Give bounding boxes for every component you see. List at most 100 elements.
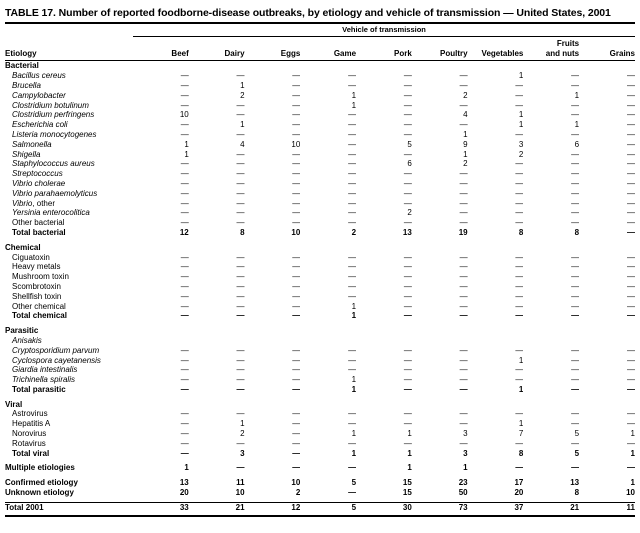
value-cell: 1: [184, 149, 189, 159]
value-cell: —: [348, 438, 357, 448]
value-cell: 1: [240, 80, 245, 90]
value-cell: —: [515, 409, 524, 419]
value-cell: —: [515, 311, 524, 321]
value-cell: 4: [463, 110, 468, 120]
etiology-label: Total chemical: [12, 311, 67, 321]
value-cell: —: [515, 188, 524, 198]
value-cell: —: [292, 178, 301, 188]
table-row: Total bacterial 12 8 10 2 13 19 8 8 —: [5, 228, 635, 238]
value-cell: —: [459, 218, 468, 228]
value-cell: 10: [235, 488, 245, 498]
value-cell: —: [236, 149, 245, 159]
value-cell: 2: [463, 159, 468, 169]
value-cell: —: [180, 159, 189, 169]
value-cell: —: [515, 252, 524, 262]
value-cell: —: [403, 71, 412, 81]
value-cell: —: [627, 208, 635, 218]
value-cell: —: [571, 80, 580, 90]
value-cell: —: [292, 272, 301, 282]
value-cell: —: [627, 218, 635, 228]
value-cell: —: [627, 120, 635, 130]
value-cell: 5: [351, 478, 357, 488]
value-cell: —: [292, 188, 301, 198]
value-cell: —: [403, 384, 412, 394]
value-cell: —: [571, 71, 580, 81]
value-cell: —: [348, 355, 357, 365]
value-cell: 9: [463, 139, 468, 149]
value-cell: —: [180, 281, 189, 291]
value-cell: 11: [236, 478, 245, 488]
etiology-label: Norovirus: [12, 429, 47, 439]
table-row: Bacillus cereus — — — — — — 1 — —: [5, 71, 635, 81]
section-header-row: Bacterial: [5, 61, 635, 71]
vehicle-of-transmission-spanner: Vehicle of transmission: [133, 25, 635, 37]
value-cell: —: [627, 409, 635, 419]
value-cell: 10: [291, 227, 301, 237]
etiology-label: Total viral: [12, 448, 50, 458]
etiology-label: Shigella: [12, 149, 41, 159]
etiology-label: Giardia intestinalis: [12, 365, 78, 375]
value-cell: —: [348, 488, 357, 498]
etiology-label: Astrovirus: [12, 409, 48, 419]
table-row: Campylobacter — 2 — 1 — 2 — 1 —: [5, 91, 635, 101]
value-cell: —: [571, 100, 580, 110]
value-cell: —: [180, 169, 189, 179]
value-cell: —: [515, 129, 524, 139]
column-header: Pork: [356, 36, 412, 62]
value-cell: —: [627, 227, 635, 237]
value-cell: 1: [351, 448, 357, 458]
value-cell: —: [180, 80, 189, 90]
value-cell: 1: [240, 419, 245, 429]
value-cell: —: [515, 438, 524, 448]
value-cell: —: [180, 208, 189, 218]
value-cell: —: [627, 71, 635, 81]
value-cell: —: [292, 159, 301, 169]
value-cell: 1: [463, 463, 468, 473]
value-cell: —: [180, 272, 189, 282]
value-cell: —: [348, 120, 357, 130]
value-cell: —: [292, 463, 301, 473]
value-cell: 1: [518, 355, 524, 365]
value-cell: —: [348, 129, 357, 139]
value-cell: —: [627, 291, 635, 301]
value-cell: —: [236, 218, 245, 228]
value-cell: 1: [574, 90, 580, 100]
value-cell: 2: [240, 90, 245, 100]
value-cell: 2: [351, 227, 357, 237]
table-row: Cyclospora cayetanensis — — — — — — 1 — —: [5, 356, 635, 366]
value-cell: 2: [407, 208, 412, 218]
table-row: Vibrio parahaemolyticus — — — — — — — — —: [5, 189, 635, 199]
value-cell: —: [403, 80, 412, 90]
etiology-label: Listeria monocytogenes: [12, 129, 97, 139]
value-cell: —: [403, 169, 412, 179]
table-row: Total parasitic — — — 1 — — 1 — —: [5, 385, 635, 395]
value-cell: —: [459, 301, 468, 311]
value-cell: —: [515, 90, 524, 100]
value-cell: —: [348, 262, 357, 272]
value-cell: —: [348, 198, 357, 208]
value-cell: —: [292, 198, 301, 208]
value-cell: 73: [411, 502, 468, 518]
value-cell: —: [348, 365, 357, 375]
section-header-row: Viral: [5, 400, 635, 410]
value-cell: —: [627, 110, 635, 120]
value-cell: —: [403, 281, 412, 291]
value-cell: —: [292, 355, 301, 365]
value-cell: —: [348, 71, 357, 81]
value-cell: —: [515, 301, 524, 311]
value-cell: —: [515, 365, 524, 375]
value-cell: —: [403, 120, 412, 130]
value-cell: —: [180, 129, 189, 139]
value-cell: —: [627, 419, 635, 429]
value-cell: —: [571, 375, 580, 385]
value-cell: —: [292, 375, 301, 385]
value-cell: —: [236, 110, 245, 120]
table-row: Mushroom toxin — — — — — — — — —: [5, 272, 635, 282]
value-cell: 10: [291, 478, 301, 488]
value-cell: —: [627, 80, 635, 90]
value-cell: —: [348, 419, 357, 429]
value-cell: —: [459, 262, 468, 272]
column-header: Dairy: [188, 36, 245, 62]
value-cell: —: [236, 355, 245, 365]
value-cell: —: [459, 409, 468, 419]
